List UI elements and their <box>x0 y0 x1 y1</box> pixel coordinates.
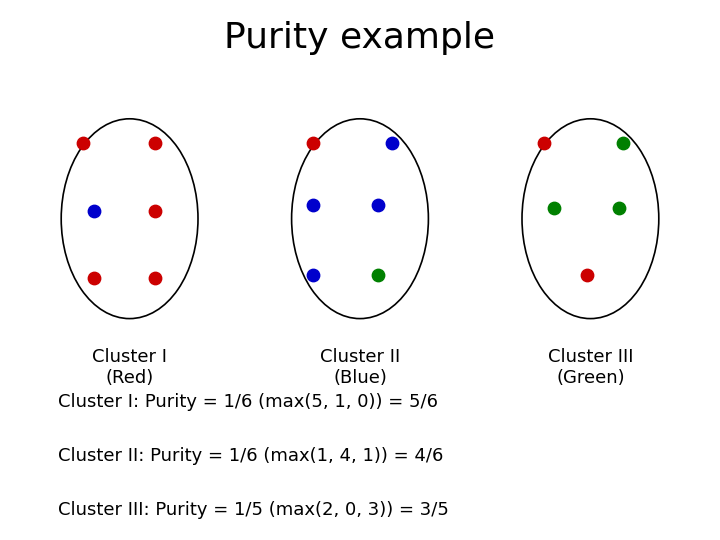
Text: Cluster II: Purity = 1/6 (max(1, 4, 1)) = 4/6: Cluster II: Purity = 1/6 (max(1, 4, 1)) … <box>58 447 443 465</box>
Text: Purity example: Purity example <box>225 21 495 55</box>
Point <box>88 274 99 282</box>
Point <box>581 271 593 280</box>
Point <box>372 201 384 210</box>
Point <box>307 201 319 210</box>
Point <box>307 271 319 280</box>
Point <box>77 139 89 147</box>
Point <box>617 139 629 147</box>
Point <box>88 206 99 215</box>
Point <box>149 274 161 282</box>
Point <box>538 139 549 147</box>
Point <box>387 139 398 147</box>
Point <box>149 206 161 215</box>
Text: Cluster I
(Red): Cluster I (Red) <box>92 348 167 387</box>
Point <box>372 271 384 280</box>
Point <box>613 204 625 212</box>
Text: Cluster III: Purity = 1/5 (max(2, 0, 3)) = 3/5: Cluster III: Purity = 1/5 (max(2, 0, 3))… <box>58 501 449 519</box>
Text: Cluster III
(Green): Cluster III (Green) <box>548 348 633 387</box>
Point <box>149 139 161 147</box>
Text: Cluster II
(Blue): Cluster II (Blue) <box>320 348 400 387</box>
Text: Cluster I: Purity = 1/6 (max(5, 1, 0)) = 5/6: Cluster I: Purity = 1/6 (max(5, 1, 0)) =… <box>58 393 438 411</box>
Point <box>549 204 560 212</box>
Point <box>307 139 319 147</box>
